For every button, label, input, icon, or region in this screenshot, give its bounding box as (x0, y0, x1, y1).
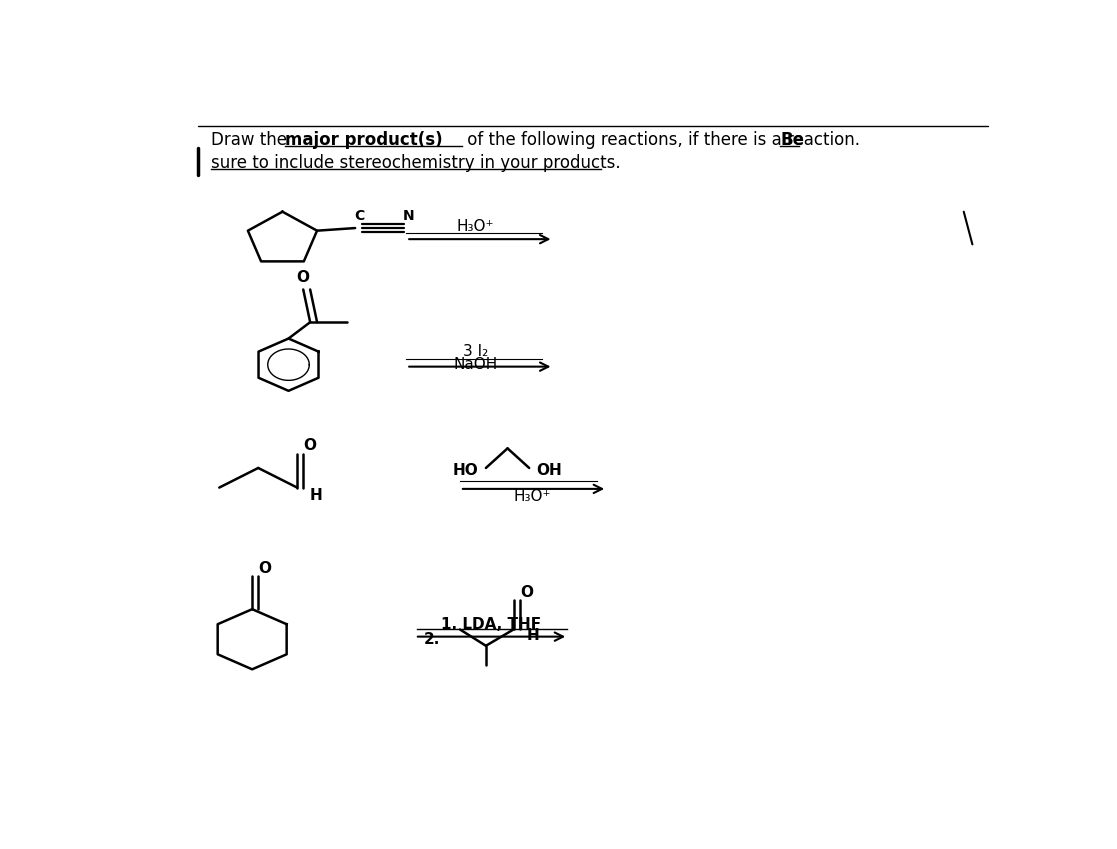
Text: major product(s): major product(s) (285, 131, 442, 149)
Text: NaOH: NaOH (454, 357, 498, 372)
Text: of the following reactions, if there is a reaction.: of the following reactions, if there is … (461, 131, 876, 149)
Text: OH: OH (536, 463, 562, 478)
Text: HO: HO (454, 463, 479, 478)
Text: O: O (303, 438, 316, 453)
Text: C: C (354, 210, 364, 223)
Text: Be: Be (780, 131, 804, 149)
Text: H: H (309, 488, 323, 503)
Text: H: H (526, 628, 540, 644)
Text: Draw the: Draw the (211, 131, 292, 149)
Text: O: O (297, 270, 309, 285)
Text: H₃O⁺: H₃O⁺ (457, 218, 494, 233)
Text: 1. LDA, THF: 1. LDA, THF (441, 617, 541, 633)
Text: 2.: 2. (423, 632, 440, 647)
Text: N: N (403, 210, 414, 223)
Text: sure to include stereochemistry in your products.: sure to include stereochemistry in your … (211, 155, 620, 172)
Text: O: O (521, 585, 533, 599)
Text: 3 I₂: 3 I₂ (462, 344, 488, 359)
Text: O: O (258, 561, 270, 576)
Text: H₃O⁺: H₃O⁺ (514, 489, 552, 504)
